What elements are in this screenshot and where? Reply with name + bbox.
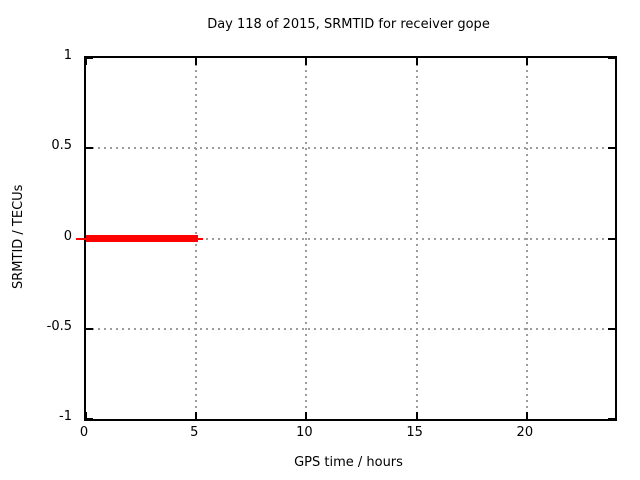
x-tick-bottom (195, 412, 198, 419)
chart-title: Day 118 of 2015, SRMTID for receiver gop… (207, 17, 490, 32)
gridline-y-0.5 (86, 147, 615, 150)
plot-area (76, 56, 617, 421)
y-tick-label: 0.5 (51, 138, 72, 154)
y-tick-left (86, 57, 93, 59)
x-tick-bottom (525, 412, 528, 419)
gridline-y--0.5 (86, 327, 615, 330)
gridline-y-0 (86, 237, 615, 240)
y-tick-right (608, 327, 615, 330)
x-tick-top (415, 58, 418, 65)
y-tick-label: -1 (59, 409, 72, 424)
y-tick-right (608, 418, 615, 420)
x-axis-label: GPS time / hours (294, 455, 403, 470)
y-tick-left (86, 147, 93, 150)
series-line (86, 235, 199, 242)
x-tick-bottom (305, 412, 308, 419)
y-tick-left (86, 327, 93, 330)
x-tick-top (85, 58, 87, 65)
x-tick-label: 15 (406, 425, 423, 440)
x-tick-top (195, 58, 198, 65)
x-tick-bottom (415, 412, 418, 419)
x-tick-label: 20 (516, 425, 534, 440)
y-tick-label: -0.5 (46, 318, 72, 334)
y-tick-label: 1 (63, 48, 72, 63)
y-tick-right (608, 147, 615, 150)
y-tick-right (608, 237, 615, 240)
x-tick-top (525, 58, 528, 65)
y-tick-left (86, 418, 93, 420)
x-tick-top (305, 58, 308, 65)
y-tick-right (608, 57, 615, 59)
x-tick-bottom (85, 412, 87, 419)
x-tick-label: 0 (79, 425, 89, 440)
x-tick-label: 10 (296, 425, 313, 440)
y-tick-label: 0 (63, 228, 72, 244)
x-tick-label: 5 (190, 425, 199, 440)
